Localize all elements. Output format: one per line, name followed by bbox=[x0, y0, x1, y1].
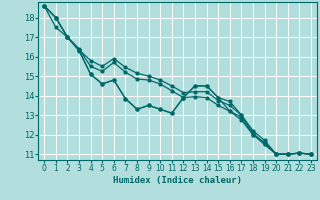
X-axis label: Humidex (Indice chaleur): Humidex (Indice chaleur) bbox=[113, 176, 242, 185]
